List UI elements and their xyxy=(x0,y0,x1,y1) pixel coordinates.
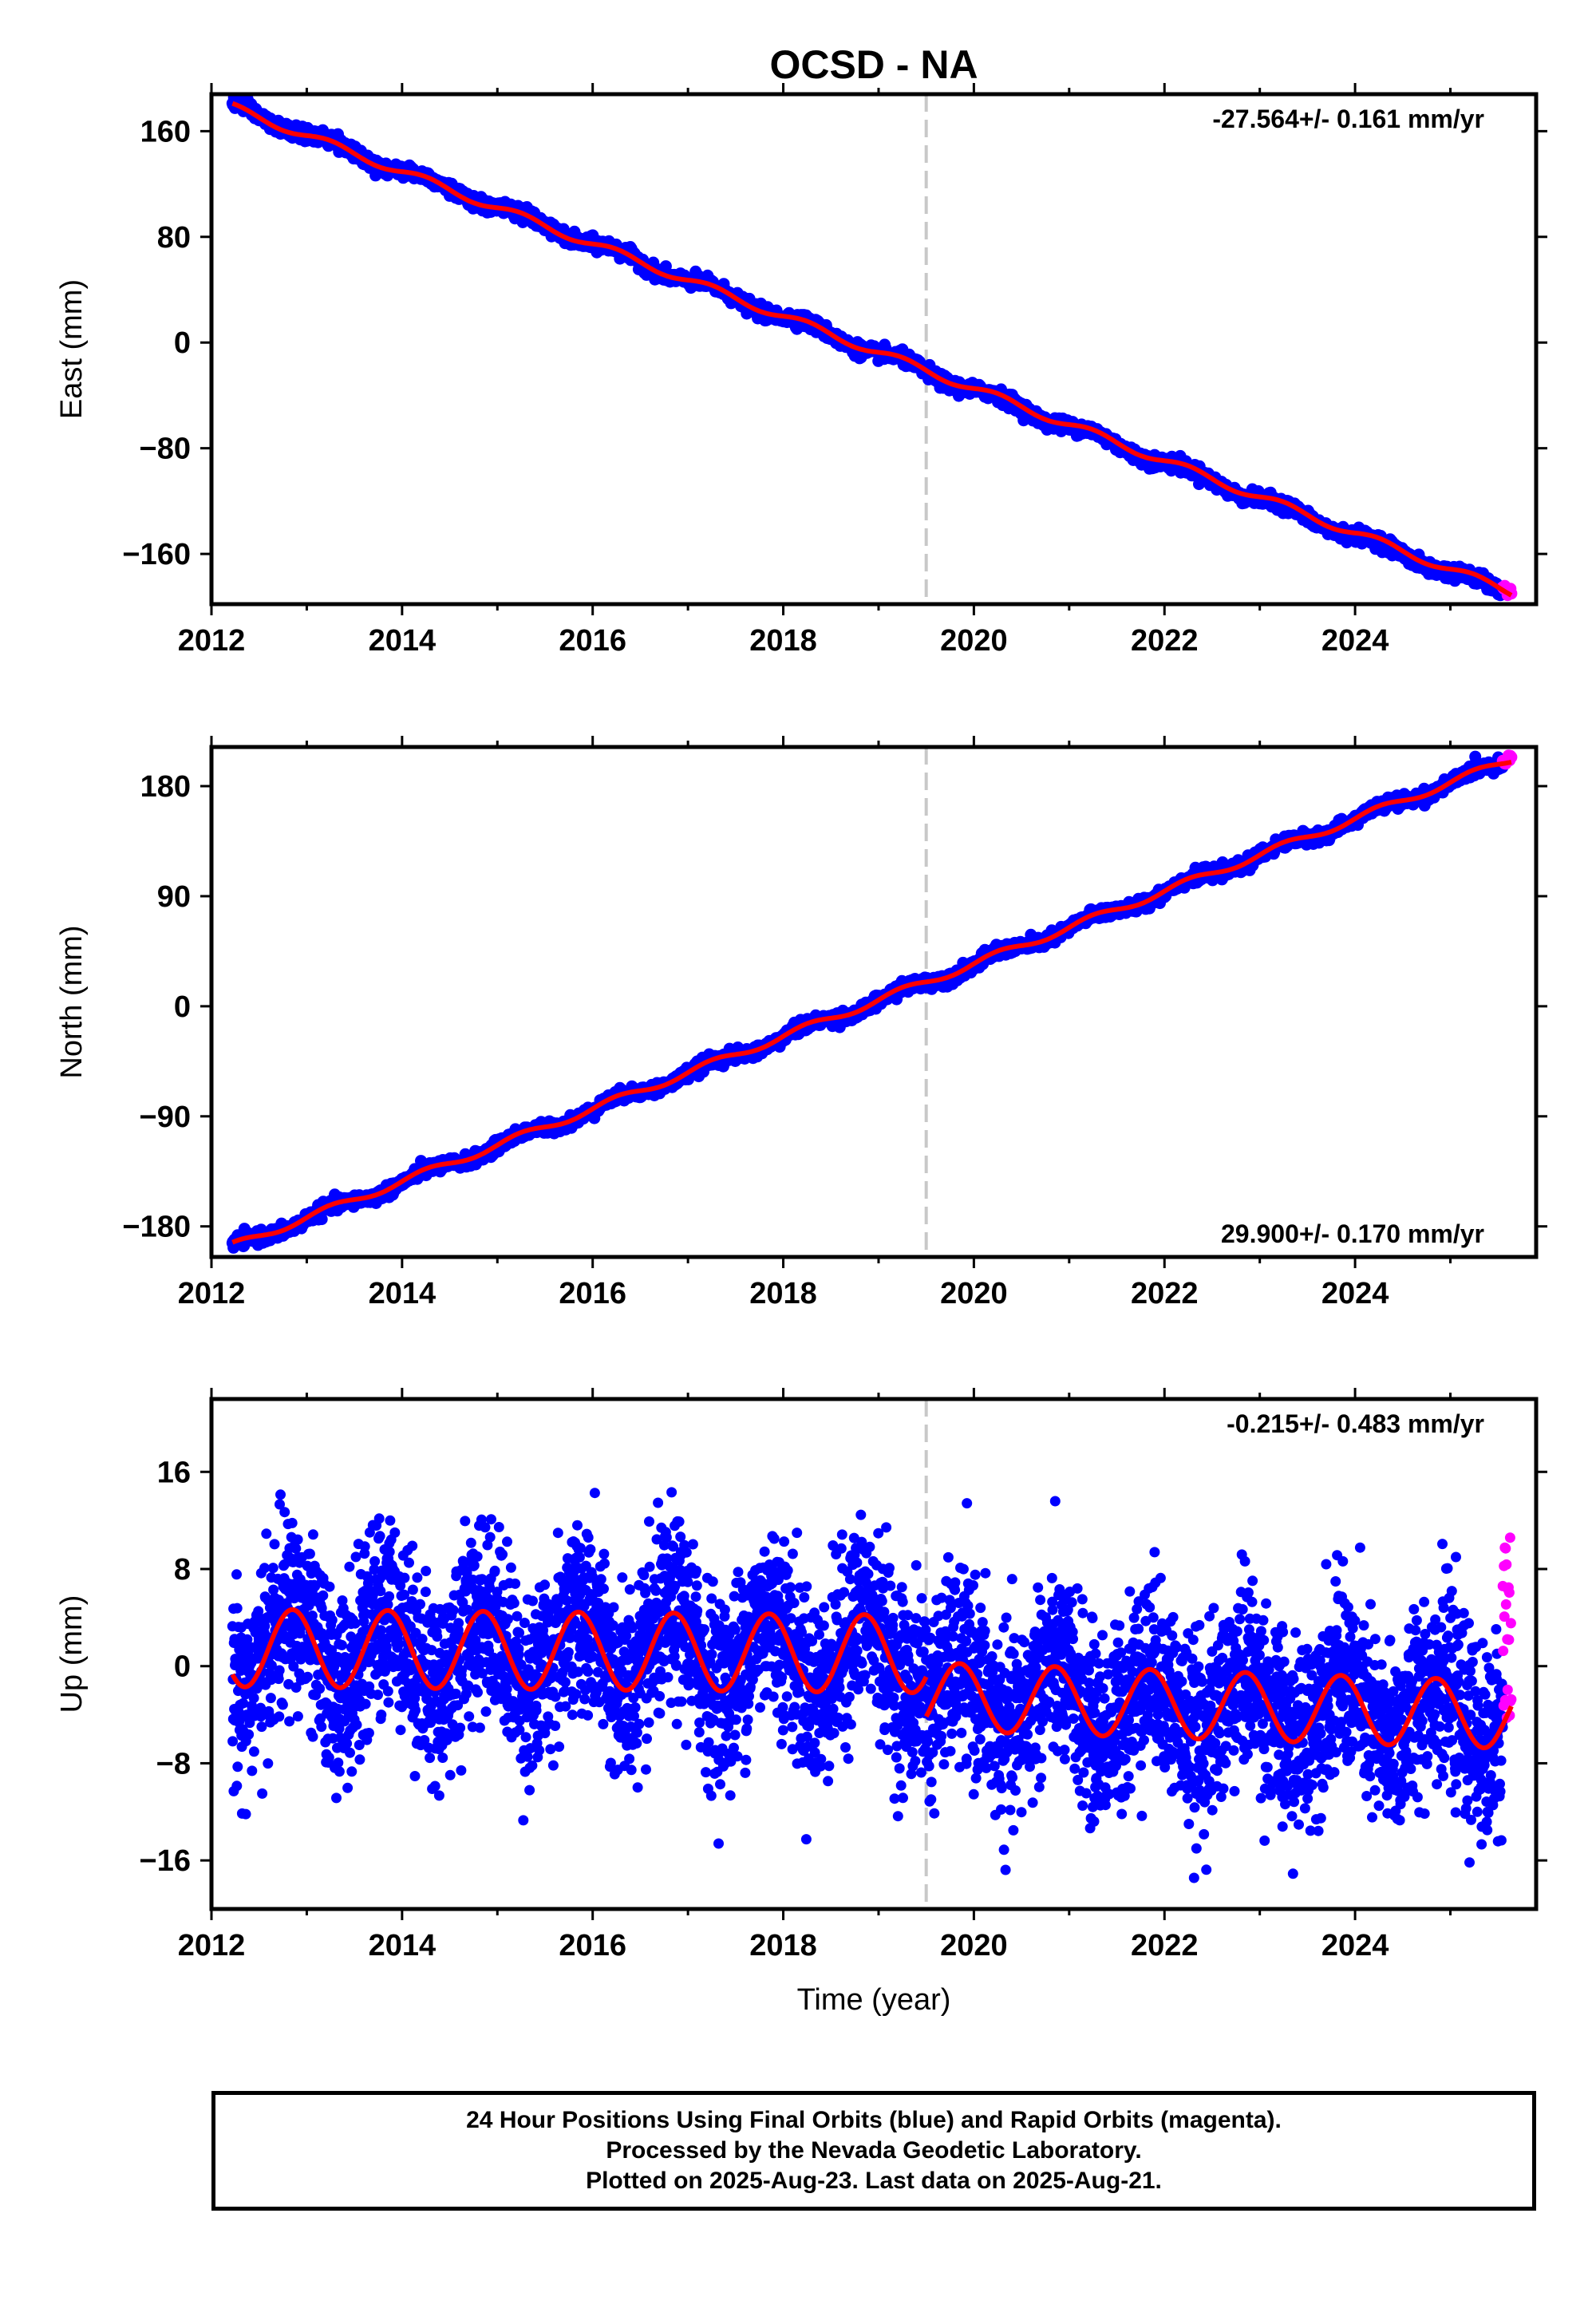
x-tick-label: 2024 xyxy=(1321,624,1389,658)
plot-frame xyxy=(209,745,1539,1259)
y-tick-label: 160 xyxy=(140,115,191,148)
plot-frame xyxy=(209,92,1539,607)
x-tick-label: 2018 xyxy=(749,624,817,658)
y-tick-label: 80 xyxy=(157,221,191,255)
final-orbit-point xyxy=(315,1213,328,1226)
x-tick-label: 2020 xyxy=(940,624,1008,658)
x-tick-label: 2024 xyxy=(1321,1277,1389,1310)
chart-panel-2: 2012 2014 2016 2018 2020 2022 2024180900−90−18… xyxy=(55,736,1547,1310)
x-tick-label: 2012 xyxy=(178,624,246,658)
model-fit-line xyxy=(231,759,1512,1245)
plot-area xyxy=(226,94,1518,604)
x-axis-label: Time (year) xyxy=(797,1983,951,2017)
rapid-orbit-point xyxy=(1505,751,1518,764)
x-tick-label: 2014 xyxy=(369,624,437,658)
y-tick-label: −160 xyxy=(122,538,191,571)
model-fit-line xyxy=(231,101,1513,598)
y-tick-label: 180 xyxy=(140,770,191,804)
y-tick-label: −80 xyxy=(140,433,191,466)
x-tick-label: 2014 xyxy=(369,1277,437,1310)
x-tick-label: 2022 xyxy=(1131,1277,1199,1310)
plot-area xyxy=(226,747,1518,1257)
x-tick-label: 2016 xyxy=(559,1277,626,1310)
final-orbits-series xyxy=(226,750,1509,1254)
x-tick-label: 2018 xyxy=(749,1277,817,1310)
x-tick-label: 2012 xyxy=(178,1277,246,1310)
panels: 2012 2014 2016 2018 2020 2022 2024 160 80 0 −80 −16… xyxy=(55,83,1547,1962)
x-tick-label: 2016 xyxy=(559,624,626,658)
x-tick-label: 2020 xyxy=(940,1277,1008,1310)
chart-panel-1: 2012 2014 2016 2018 2020 2022 2024 160 80 0 −80 −16… xyxy=(55,83,1547,658)
figure-title: OCSD - NA xyxy=(769,42,978,87)
y-tick-label: 0 xyxy=(174,326,191,360)
y-axis-label: East (mm) xyxy=(55,279,89,419)
x-tick-label: 2022 xyxy=(1131,624,1199,658)
final-orbits-series xyxy=(226,94,1509,602)
velocity-label: -27.564+/- 0.161 mm/yr xyxy=(1212,105,1484,133)
